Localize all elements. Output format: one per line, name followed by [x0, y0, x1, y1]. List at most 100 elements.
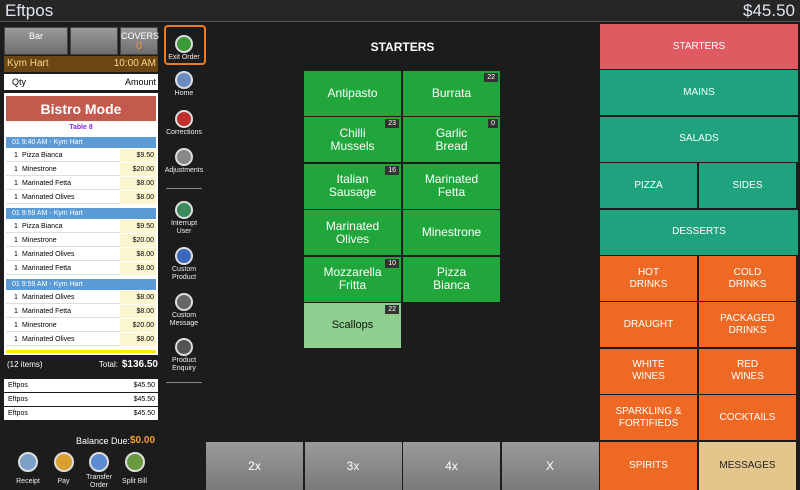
quantity-button[interactable]: 3x [304, 442, 402, 490]
category-button[interactable]: DESSERTS [600, 209, 798, 255]
item-price: $8.00 [136, 251, 154, 258]
category-name: COCKTAILS [719, 411, 776, 423]
product-button[interactable]: Pizza Bianca [403, 256, 500, 302]
payment-method: Eftpos [8, 396, 28, 403]
menu-title: STARTERS [370, 40, 435, 54]
category-button[interactable]: MESSAGES [699, 441, 796, 490]
product-button[interactable]: Scallops 22 [304, 303, 401, 348]
category-name: SPIRITS [629, 459, 668, 471]
group-header: 01 9:40 AM - Kym Hart [6, 137, 156, 148]
action-label[interactable]: Transfer Order [86, 473, 112, 489]
mode-button[interactable]: Bistro Mode [6, 96, 156, 121]
action-label[interactable]: Receipt [16, 477, 40, 485]
category-button[interactable]: RED WINES [699, 348, 796, 394]
tool-label[interactable]: Corrections [166, 129, 202, 136]
item-name: Pizza Bianca [22, 223, 63, 230]
product-name: Garlic Bread [435, 125, 468, 153]
tool-label[interactable]: Product Enquiry [171, 357, 197, 372]
quantity-button[interactable]: 4x [403, 442, 500, 490]
category-button[interactable]: SIDES [699, 163, 796, 209]
category-name: MESSAGES [719, 459, 776, 471]
product-name: Italian Sausage [328, 172, 377, 200]
category-button[interactable]: WHITE WINES [600, 348, 697, 394]
product-name: Antipasto [327, 86, 378, 100]
category-button[interactable]: MAINS [600, 70, 798, 116]
product-count: 0 [488, 119, 498, 129]
tool-label[interactable]: Exit Order [168, 54, 200, 61]
category-button[interactable]: SPIRITS [600, 441, 697, 490]
payment-method: Eftpos [8, 382, 28, 389]
product-button[interactable]: Garlic Bread 0 [403, 117, 500, 163]
category-button[interactable]: HOT DRINKS [600, 256, 697, 301]
item-price: $20.00 [132, 322, 154, 329]
quantity-button[interactable]: 2x [206, 442, 303, 490]
product-button[interactable]: Marinated Fetta [403, 163, 500, 209]
tool-label[interactable]: Home [174, 90, 194, 97]
item-qty: 1 [14, 166, 18, 173]
category-name: COLD DRINKS [728, 266, 767, 290]
item-qty: 1 [14, 223, 18, 230]
product-count: 16 [385, 165, 399, 175]
action-label[interactable]: Split Bill [122, 477, 147, 485]
item-qty: 1 [14, 194, 18, 201]
tool-label[interactable]: Interrupt User [170, 220, 198, 235]
product-button[interactable]: Mozzarella Fritta 10 [304, 256, 401, 302]
item-name: Marinated Olives [22, 194, 75, 201]
item-qty: 1 [14, 294, 18, 301]
product-count: 10 [385, 258, 399, 268]
location[interactable]: Bar [4, 27, 68, 55]
group-header: 01 9:59 AM - Kym Hart [6, 208, 156, 219]
item-price-bg [120, 149, 156, 162]
product-button[interactable]: Marinated Olives [304, 210, 401, 256]
icon [175, 71, 193, 89]
category-button[interactable]: STARTERS [600, 24, 798, 69]
item-name: Marinated Fetta [22, 180, 72, 187]
item-price-bg [120, 333, 156, 346]
item-row [6, 149, 156, 162]
product-button[interactable]: Minestrone [403, 210, 500, 256]
icon [175, 338, 193, 356]
item-row [6, 163, 156, 176]
header-amount: $45.50 [743, 1, 795, 20]
category-button[interactable]: SPARKLING & FORTIFIEDS [600, 395, 697, 441]
product-button[interactable]: Italian Sausage 16 [304, 163, 401, 209]
payment-amount: $45.50 [133, 382, 155, 389]
balance-amount: $0.00 [130, 435, 156, 446]
tool-label[interactable]: Adjustments [164, 167, 204, 174]
tool-label[interactable]: Custom Product [171, 266, 197, 281]
category-button[interactable]: COCKTAILS [699, 395, 796, 441]
product-name: Scallops [331, 319, 374, 331]
action-label[interactable]: Pay [57, 477, 70, 485]
quantity-button[interactable]: X [501, 442, 599, 490]
item-price-bg [120, 191, 156, 204]
icon [175, 148, 193, 166]
category-name: RED WINES [731, 359, 764, 383]
item-price-bg [120, 262, 156, 275]
payment-row [4, 407, 158, 420]
product-button[interactable]: Chilli Mussels 23 [304, 117, 401, 163]
product-button[interactable]: Burrata 22 [403, 71, 500, 116]
item-row [6, 291, 156, 304]
exit-highlight [164, 25, 206, 65]
product-button[interactable]: Antipasto [304, 71, 401, 116]
amount-label: Amount [124, 77, 156, 87]
blank-box [70, 27, 118, 55]
item-qty: 1 [14, 322, 18, 329]
icon [175, 247, 193, 265]
category-button[interactable]: PIZZA [600, 163, 697, 209]
category-button[interactable]: COLD DRINKS [699, 256, 796, 301]
icon [89, 452, 109, 472]
category-button[interactable]: PACKAGED DRINKS [699, 302, 796, 348]
covers-label[interactable]: COVERS [120, 27, 159, 55]
category-button[interactable]: DRAUGHT [600, 302, 697, 348]
title-bar [0, 0, 800, 22]
item-price: $8.00 [136, 265, 154, 272]
category-button[interactable]: SALADS [600, 116, 798, 162]
item-name: Marinated Olives [22, 336, 75, 343]
product-name: Marinated Olives [325, 218, 380, 246]
product-name: Burrata [431, 86, 472, 100]
tool-label[interactable]: Custom Message [169, 312, 199, 327]
group-header: 01 9:59 AM - Kym Hart [6, 279, 156, 290]
category-name: DRAUGHT [623, 318, 674, 330]
